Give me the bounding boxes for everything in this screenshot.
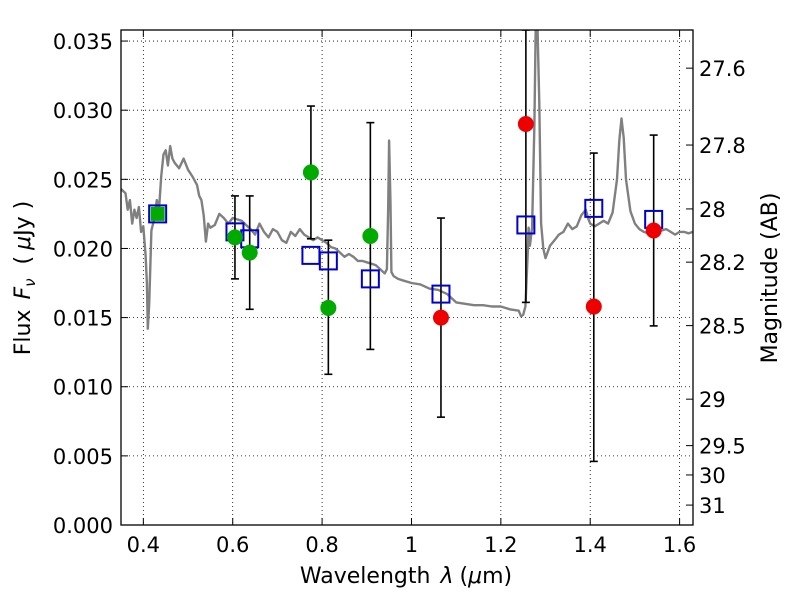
model-photometry-square [516,215,536,235]
observed-point-green [320,299,337,316]
x-tick-label: 0.4 [127,533,160,557]
y2-axis-label: Magnitude (AB) [758,193,783,364]
plot-frame [120,29,694,526]
y2-tick-label: 28 [699,198,726,222]
model-photometry-square [318,251,338,271]
observed-point-green [150,206,165,221]
y-tick-label: 0.035 [53,30,113,54]
model-photometry-square [148,204,168,224]
y-axis-label: FluxFν(μJy ) [11,201,39,355]
y2-tick-label: 28.2 [699,251,746,275]
x-tick-label: 1.6 [663,533,696,557]
x-axis-label: Wavelength λ (μm) [300,564,512,589]
x-tick-label: 1.4 [574,533,607,557]
model-photometry-square [431,284,451,304]
y2-tick-label: 27.6 [699,57,746,81]
observed-point-green [241,244,258,261]
y-tick-label: 0.010 [53,376,113,400]
y2-tick-label: 27.8 [699,134,746,158]
observed-point-red [432,309,449,326]
x-tick-label: 0.8 [305,533,338,557]
model-photometry-square [584,198,604,218]
observed-photometry-layer [150,116,662,326]
observed-point-green [362,228,379,245]
y2-tick-label: 31 [699,494,726,518]
plot-background [121,30,693,525]
y-tick-label: 0.000 [53,514,113,538]
y-tick-label: 0.025 [53,168,113,192]
grid [121,30,693,525]
x-tick-label: 1.2 [484,533,517,557]
y2-tick-label: 30 [699,464,726,488]
y-tick-label: 0.030 [53,99,113,123]
axis-ticks: 0.4 0.6 0.8 1 1.2 1.4 1.6 0.000 0.005 0.010 0.015 0… [53,30,746,557]
observed-point-red [585,298,602,315]
observed-point-red [645,222,662,239]
y-tick-label: 0.005 [53,445,113,469]
observed-point-green [226,229,243,246]
y2-tick-label: 28.5 [699,315,746,339]
y-tick-label: 0.020 [53,237,113,261]
y2-tick-label: 29 [699,388,726,412]
y2-tick-label: 29.5 [699,435,746,459]
x-tick-label: 1 [405,533,418,557]
x-tick-label: 0.6 [216,533,249,557]
model-photometry-square [360,269,380,289]
observed-point-green [302,164,319,181]
observed-point-red [517,116,534,133]
y-tick-label: 0.015 [53,307,113,331]
